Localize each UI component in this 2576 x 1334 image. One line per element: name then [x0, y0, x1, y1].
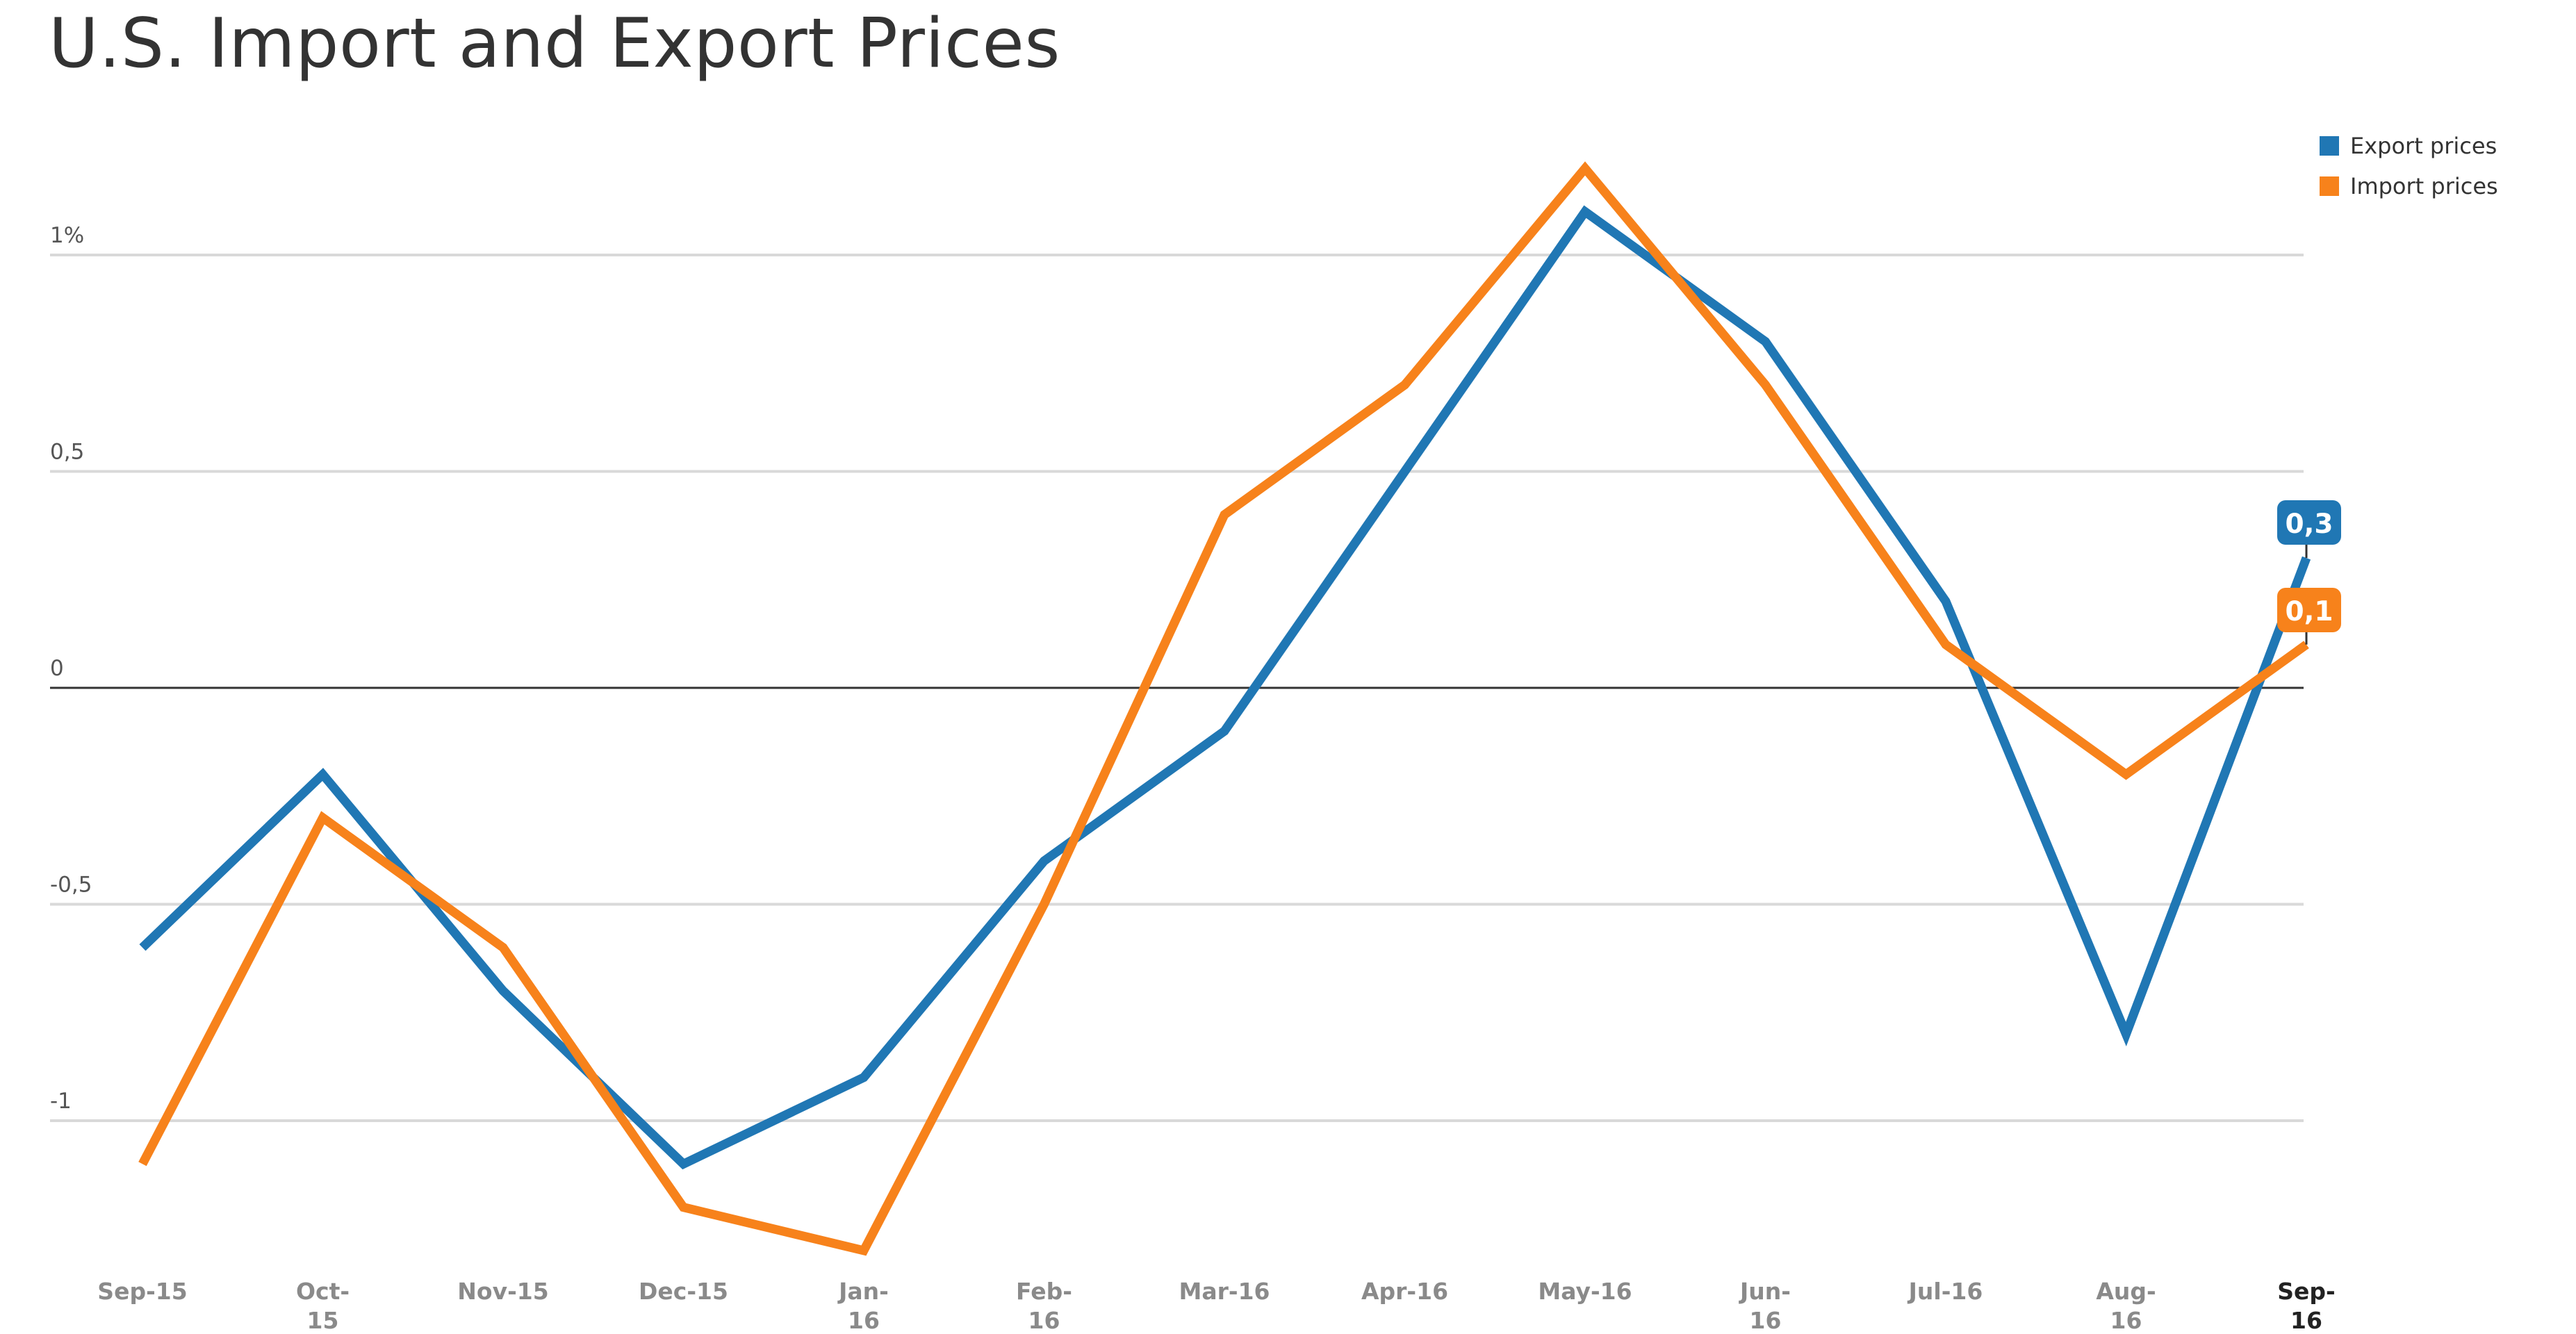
x-tick-label-line: Sep-	[2277, 1278, 2335, 1305]
legend-swatch	[2320, 136, 2339, 156]
x-tick-label: Jul-16	[1908, 1278, 1983, 1305]
x-tick-label: Aug-16	[2096, 1278, 2156, 1334]
series-lines	[138, 161, 2311, 1256]
legend-label: Import prices	[2350, 173, 2498, 199]
x-tick-label: May-16	[1538, 1278, 1632, 1305]
series-line-1	[138, 161, 2309, 1256]
chart-title: U.S. Import and Export Prices	[49, 4, 1060, 83]
end-labels: 0,3 0,1	[2277, 500, 2341, 645]
legend-swatch	[2320, 176, 2339, 196]
series-line-0	[139, 205, 2311, 1170]
x-tick-label: Jan-16	[837, 1278, 889, 1334]
x-tick-label: Sep-15	[97, 1278, 187, 1305]
y-axis: 1% 0,5 0 -0,5 -1	[50, 223, 92, 1114]
x-tick-label: Feb-16	[1016, 1278, 1072, 1334]
x-tick-label-line: 16	[2290, 1307, 2322, 1334]
x-tick-label: Oct-15	[296, 1278, 350, 1334]
y-tick-label: -1	[50, 1089, 72, 1114]
x-tick-label: Sep-16	[2277, 1278, 2335, 1334]
legend: Export prices Import prices	[2320, 133, 2498, 199]
x-tick-label-line: May-16	[1538, 1278, 1632, 1305]
y-tick-label: -0,5	[50, 873, 92, 898]
x-tick-label: Mar-16	[1179, 1278, 1270, 1305]
end-label: 0,3	[2285, 509, 2333, 540]
x-tick-label-line: 16	[1028, 1307, 1060, 1334]
x-tick-label-line: Jan-	[837, 1278, 889, 1305]
x-tick-label-line: Dec-15	[639, 1278, 728, 1305]
x-tick-label-line: 15	[307, 1307, 339, 1334]
y-tick-label: 0,5	[50, 440, 84, 465]
x-tick-label-line: 16	[2110, 1307, 2142, 1334]
y-tick-label: 1%	[50, 223, 84, 248]
x-tick-label-line: Apr-16	[1361, 1278, 1448, 1305]
x-tick-label-line: 16	[1750, 1307, 1782, 1334]
x-tick-label-line: Oct-	[296, 1278, 350, 1305]
x-tick-label: Apr-16	[1361, 1278, 1448, 1305]
end-label: 0,1	[2285, 596, 2333, 627]
x-tick-label-line: Nov-15	[457, 1278, 548, 1305]
x-tick-label-line: Mar-16	[1179, 1278, 1270, 1305]
x-tick-label-line: 16	[848, 1307, 880, 1334]
x-tick-label-line: Jun-	[1739, 1278, 1791, 1305]
end-label-box	[2277, 588, 2341, 632]
x-tick-label-line: Jul-16	[1908, 1278, 1983, 1305]
x-tick-label-line: Sep-15	[97, 1278, 187, 1305]
x-tick-label: Dec-15	[639, 1278, 728, 1305]
legend-label: Export prices	[2350, 133, 2497, 159]
x-tick-label-line: Aug-	[2096, 1278, 2156, 1305]
x-tick-label: Nov-15	[457, 1278, 548, 1305]
gridlines	[50, 254, 2304, 1122]
y-tick-label: 0	[50, 656, 64, 681]
x-tick-label: Jun-16	[1739, 1278, 1791, 1334]
x-tick-label-line: Feb-	[1016, 1278, 1072, 1305]
end-label-box	[2277, 500, 2341, 545]
